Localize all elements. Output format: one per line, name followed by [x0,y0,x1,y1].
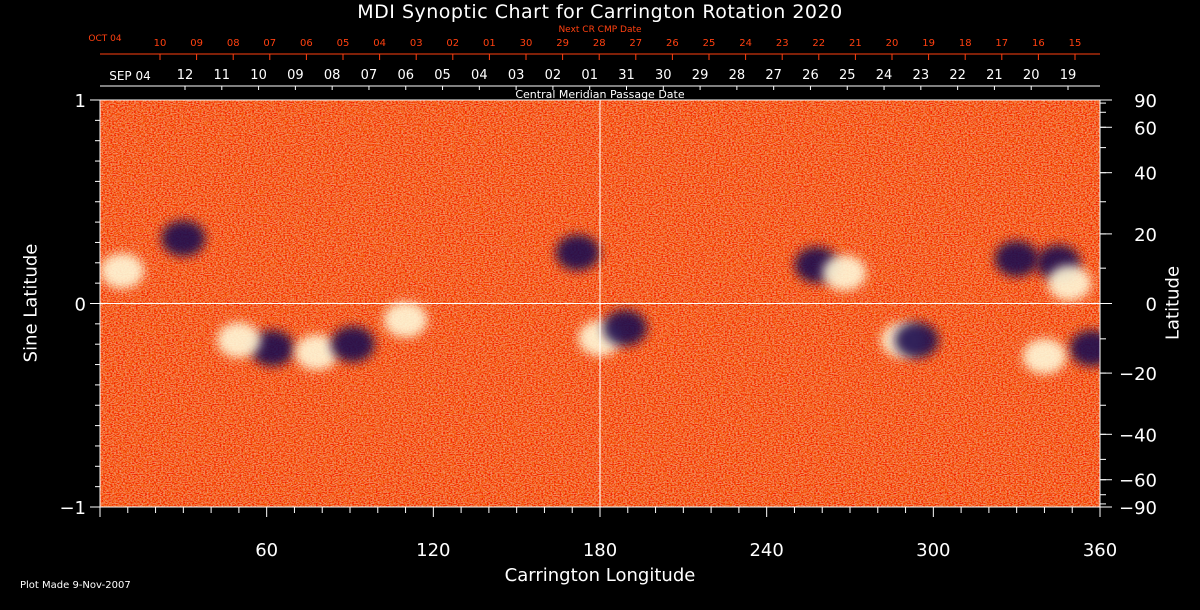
x-tick-label: 360 [1083,540,1117,561]
next-cmp-axis-label: Next CR CMP Date [558,25,642,35]
next-cmp-day-label: 19 [922,38,935,49]
next-cmp-day-label: 27 [629,38,642,49]
cmp-day-label: 09 [287,68,304,83]
next-cmp-day-label: 24 [739,38,752,49]
magnetic-region-negative [555,234,600,271]
next-cmp-day-label: 01 [483,38,496,49]
cmp-day-label: 01 [581,68,598,83]
cmp-day-label: 19 [1060,68,1077,83]
next-cmp-day-label: 18 [959,38,972,49]
x-tick-label: 180 [583,540,617,561]
y-tick-label-left: −1 [59,498,86,519]
cmp-day-label: 24 [876,68,893,83]
y-tick-label-right: −20 [1119,364,1157,385]
y-tick-label-right: −60 [1119,471,1157,492]
next-cmp-day-label: 05 [337,38,350,49]
cmp-day-label: 08 [324,68,341,83]
next-cmp-day-label: 03 [410,38,423,49]
y-tick-label-right: 20 [1134,225,1157,246]
next-cmp-day-label: 07 [263,38,276,49]
next-cmp-first-label: OCT 04 [88,34,121,44]
magnetic-region-negative [330,326,375,363]
cmp-first-label: SEP 04 [109,69,151,83]
next-cmp-day-label: 10 [154,38,167,49]
magnetic-region-positive [822,254,867,291]
cmp-day-label: 05 [434,68,451,83]
cmp-day-label: 04 [471,68,488,83]
cmp-day-label: 30 [655,68,672,83]
magnetic-region-negative [894,322,939,359]
cmp-day-label: 25 [839,68,856,83]
y-tick-label-right: −40 [1119,425,1157,446]
y-tick-label-right: 40 [1134,164,1157,185]
next-cmp-day-label: 04 [373,38,386,49]
cmp-day-label: 28 [729,68,746,83]
next-cmp-day-label: 29 [556,38,569,49]
cmp-day-label: 21 [986,68,1003,83]
cmp-day-label: 20 [1023,68,1040,83]
next-cmp-day-label: 30 [520,38,533,49]
cmp-day-label: 31 [618,68,635,83]
next-cmp-day-label: 06 [300,38,313,49]
magnetic-region-positive [383,301,428,338]
cmp-day-label: 22 [949,68,966,83]
next-cmp-day-label: 08 [227,38,240,49]
chart-title: MDI Synoptic Chart for Carrington Rotati… [357,1,843,23]
y-tick-label-left: 1 [75,91,86,112]
x-axis-label: Carrington Longitude [504,565,696,586]
next-cmp-day-label: 21 [849,38,862,49]
next-cmp-day-label: 09 [190,38,203,49]
y-tick-label-right: 90 [1134,91,1157,112]
next-cmp-day-label: 25 [703,38,716,49]
cmp-day-label: 07 [361,68,378,83]
next-cmp-day-label: 22 [812,38,825,49]
magnetic-region-negative [250,330,295,367]
magnetic-region-positive [216,322,261,359]
magnetic-region-negative [1069,330,1100,367]
cmp-axis-label: Central Meridian Passage Date [515,88,684,101]
cmp-day-label: 10 [250,68,267,83]
magnetic-region-negative [994,240,1039,277]
y-tick-label-right: 60 [1134,118,1157,139]
y-axis-label-right: Latitude [1162,265,1184,341]
cmp-day-label: 06 [397,68,414,83]
magnetic-region-positive [100,252,145,289]
cmp-day-label: 29 [692,68,709,83]
plot-made-note: Plot Made 9-Nov-2007 [20,580,131,591]
y-tick-label-right: 0 [1146,295,1157,316]
magnetic-region-positive [1047,265,1092,302]
cmp-day-label: 23 [913,68,930,83]
magnetic-region-negative [161,220,206,257]
next-cmp-day-label: 17 [995,38,1008,49]
y-axis-label-left: Sine Latitude [20,243,42,363]
cmp-day-label: 03 [508,68,525,83]
next-cmp-day-label: 20 [886,38,899,49]
magnetic-region-negative [603,309,647,346]
y-tick-label-right: −90 [1119,498,1157,519]
x-tick-label: 60 [255,540,278,561]
magnetic-region-positive [294,334,339,371]
cmp-day-label: 02 [545,68,562,83]
cmp-day-label: 11 [214,68,231,83]
next-cmp-day-label: 16 [1032,38,1045,49]
next-cmp-day-label: 23 [776,38,789,49]
cmp-day-label: 27 [765,68,782,83]
next-cmp-day-label: 15 [1069,38,1082,49]
x-tick-label: 240 [749,540,783,561]
cmp-day-label: 26 [802,68,819,83]
next-cmp-day-label: 26 [666,38,679,49]
magnetic-region-positive [1022,338,1067,375]
x-tick-label: 300 [916,540,950,561]
next-cmp-day-label: 02 [446,38,459,49]
next-cmp-day-label: 28 [593,38,606,49]
y-tick-label-left: 0 [75,295,86,316]
cmp-day-label: 12 [177,68,194,83]
x-tick-label: 120 [416,540,450,561]
